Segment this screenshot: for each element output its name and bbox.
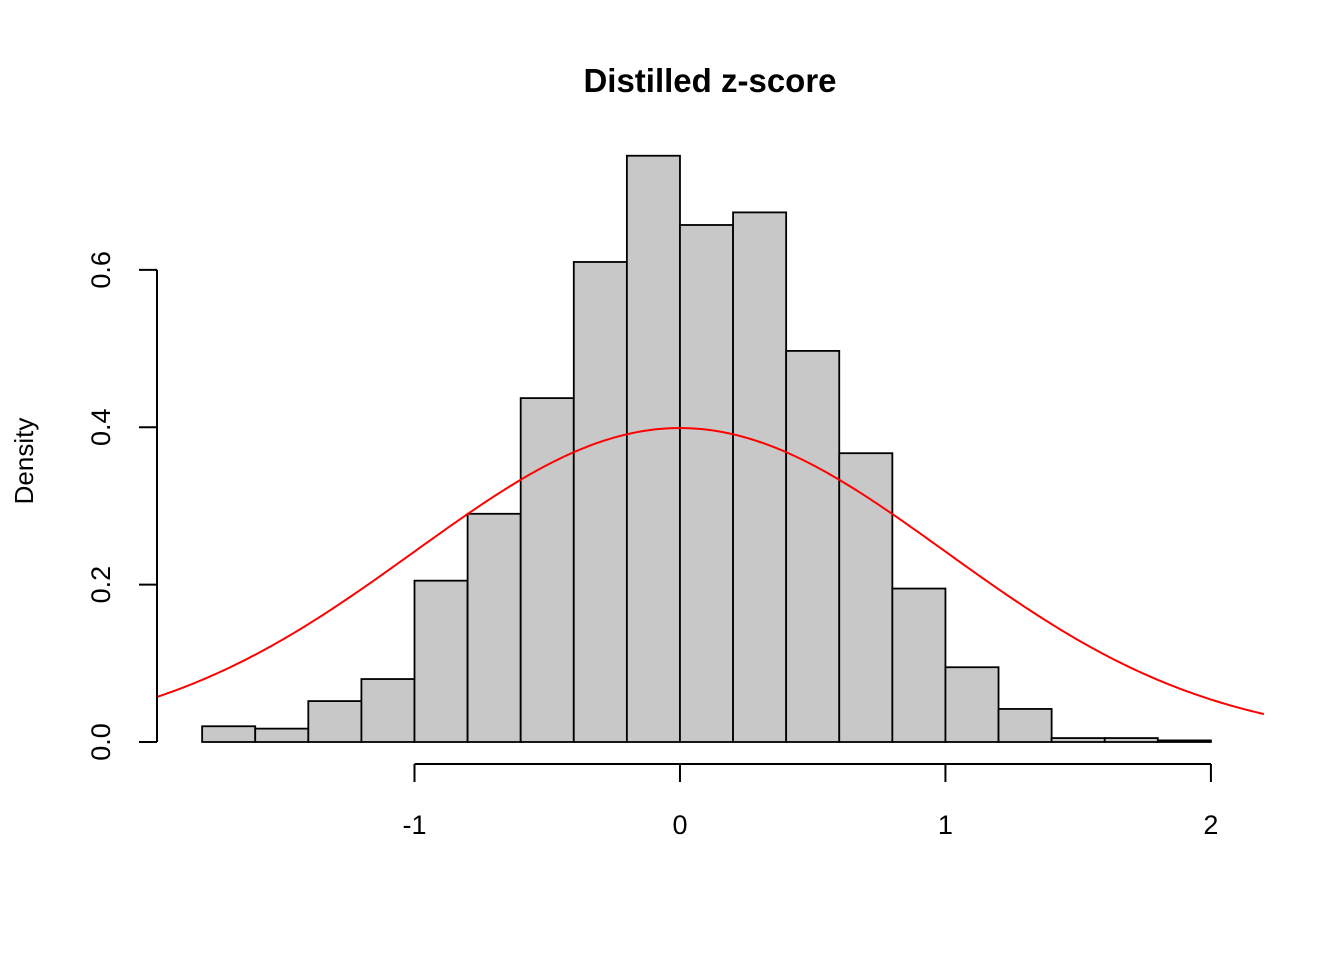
x-axis: -1 0 1 2 xyxy=(402,763,1218,840)
x-tick-label: 2 xyxy=(1203,810,1218,840)
histogram-bar xyxy=(1103,737,1159,743)
histogram-bar xyxy=(572,261,628,743)
histogram-bar xyxy=(254,727,310,743)
histogram-bar xyxy=(519,397,575,743)
histogram-bar xyxy=(201,725,257,743)
histogram-bar xyxy=(625,154,681,743)
y-axis-title: Density xyxy=(9,418,39,505)
x-tick-label: 1 xyxy=(938,810,953,840)
y-tick-label: 0.2 xyxy=(86,566,116,604)
histogram-bar xyxy=(1050,737,1106,743)
y-tick-label: 0.4 xyxy=(86,408,116,446)
histogram-bar xyxy=(944,666,1000,743)
histogram-bar xyxy=(891,587,947,743)
histogram-bar xyxy=(679,224,734,743)
histogram-bar xyxy=(785,349,841,743)
histogram-bar xyxy=(413,579,469,743)
histogram-bar xyxy=(997,708,1053,743)
y-tick-label: 0.6 xyxy=(86,251,116,289)
histogram-bar xyxy=(1156,739,1212,743)
y-tick-label: 0.0 xyxy=(86,723,116,761)
histogram-bars xyxy=(201,154,1212,743)
histogram-bar xyxy=(838,452,894,743)
histogram-bar xyxy=(466,512,522,743)
normal-density-curve xyxy=(156,427,1265,716)
x-tick-label: -1 xyxy=(402,810,426,840)
histogram-bar xyxy=(732,211,788,743)
chart-title: Distilled z-score xyxy=(583,62,836,99)
x-tick-label: 0 xyxy=(672,810,687,840)
histogram-bar xyxy=(307,700,363,743)
y-axis: 0.0 0.2 0.4 0.6 xyxy=(86,251,158,761)
histogram-bar xyxy=(360,678,416,743)
